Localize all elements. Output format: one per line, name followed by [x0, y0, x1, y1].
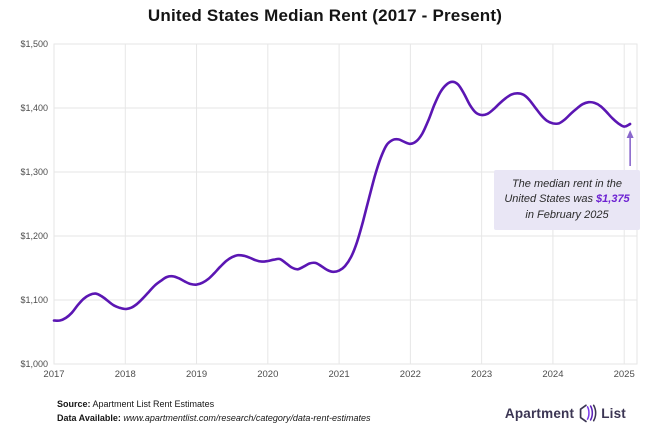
source-label: Source: [57, 399, 91, 409]
y-axis-tick-label: $1,500 [20, 39, 48, 49]
median-rent-line [52, 80, 632, 322]
annotation-arrow-head [626, 130, 634, 138]
annotation-text-before: The median rent in the United States was [504, 178, 623, 206]
data-available-url: www.apartmentlist.com/research/category/… [120, 412, 371, 423]
x-axis-tick-label: 2021 [328, 369, 350, 380]
x-axis-tick-label: 2020 [257, 369, 279, 380]
x-axis-tick-label: 2019 [185, 369, 208, 380]
source-text: Apartment List Rent Estimates [90, 399, 215, 409]
y-axis-tick-label: $1,200 [20, 231, 48, 241]
annotation-text-after: in February 2025 [525, 208, 609, 221]
data-available-line: Data Available: www.apartmentlist.com/re… [57, 412, 370, 426]
x-axis-tick-label: 2022 [399, 369, 421, 380]
y-axis-tick-label: $1,100 [20, 295, 48, 305]
apartment-list-logo: Apartment List [505, 403, 626, 423]
data-available-label: Data Available: [57, 412, 121, 423]
x-axis-tick-label: 2024 [542, 369, 564, 380]
median-rent-annotation: The median rent in the United States was… [494, 170, 640, 231]
logo-word-list: List [601, 405, 626, 421]
footer-attribution: Source: Apartment List Rent Estimates Da… [57, 398, 370, 426]
y-axis-tick-label: $1,300 [20, 167, 48, 177]
y-axis-tick-label: $1,000 [20, 359, 48, 369]
x-axis-tick-label: 2017 [43, 369, 65, 380]
apartment-list-icon [578, 403, 597, 423]
x-axis-tick-label: 2023 [471, 369, 493, 380]
x-axis-tick-label: 2018 [114, 369, 136, 380]
source-line: Source: Apartment List Rent Estimates [57, 398, 370, 412]
chart-title: United States Median Rent (2017 - Presen… [147, 6, 503, 25]
logo-word-apartment: Apartment [504, 405, 575, 421]
annotation-value: $1,375 [596, 193, 630, 206]
x-axis-tick-label: 2025 [613, 369, 635, 380]
y-axis-tick-label: $1,400 [20, 103, 48, 113]
